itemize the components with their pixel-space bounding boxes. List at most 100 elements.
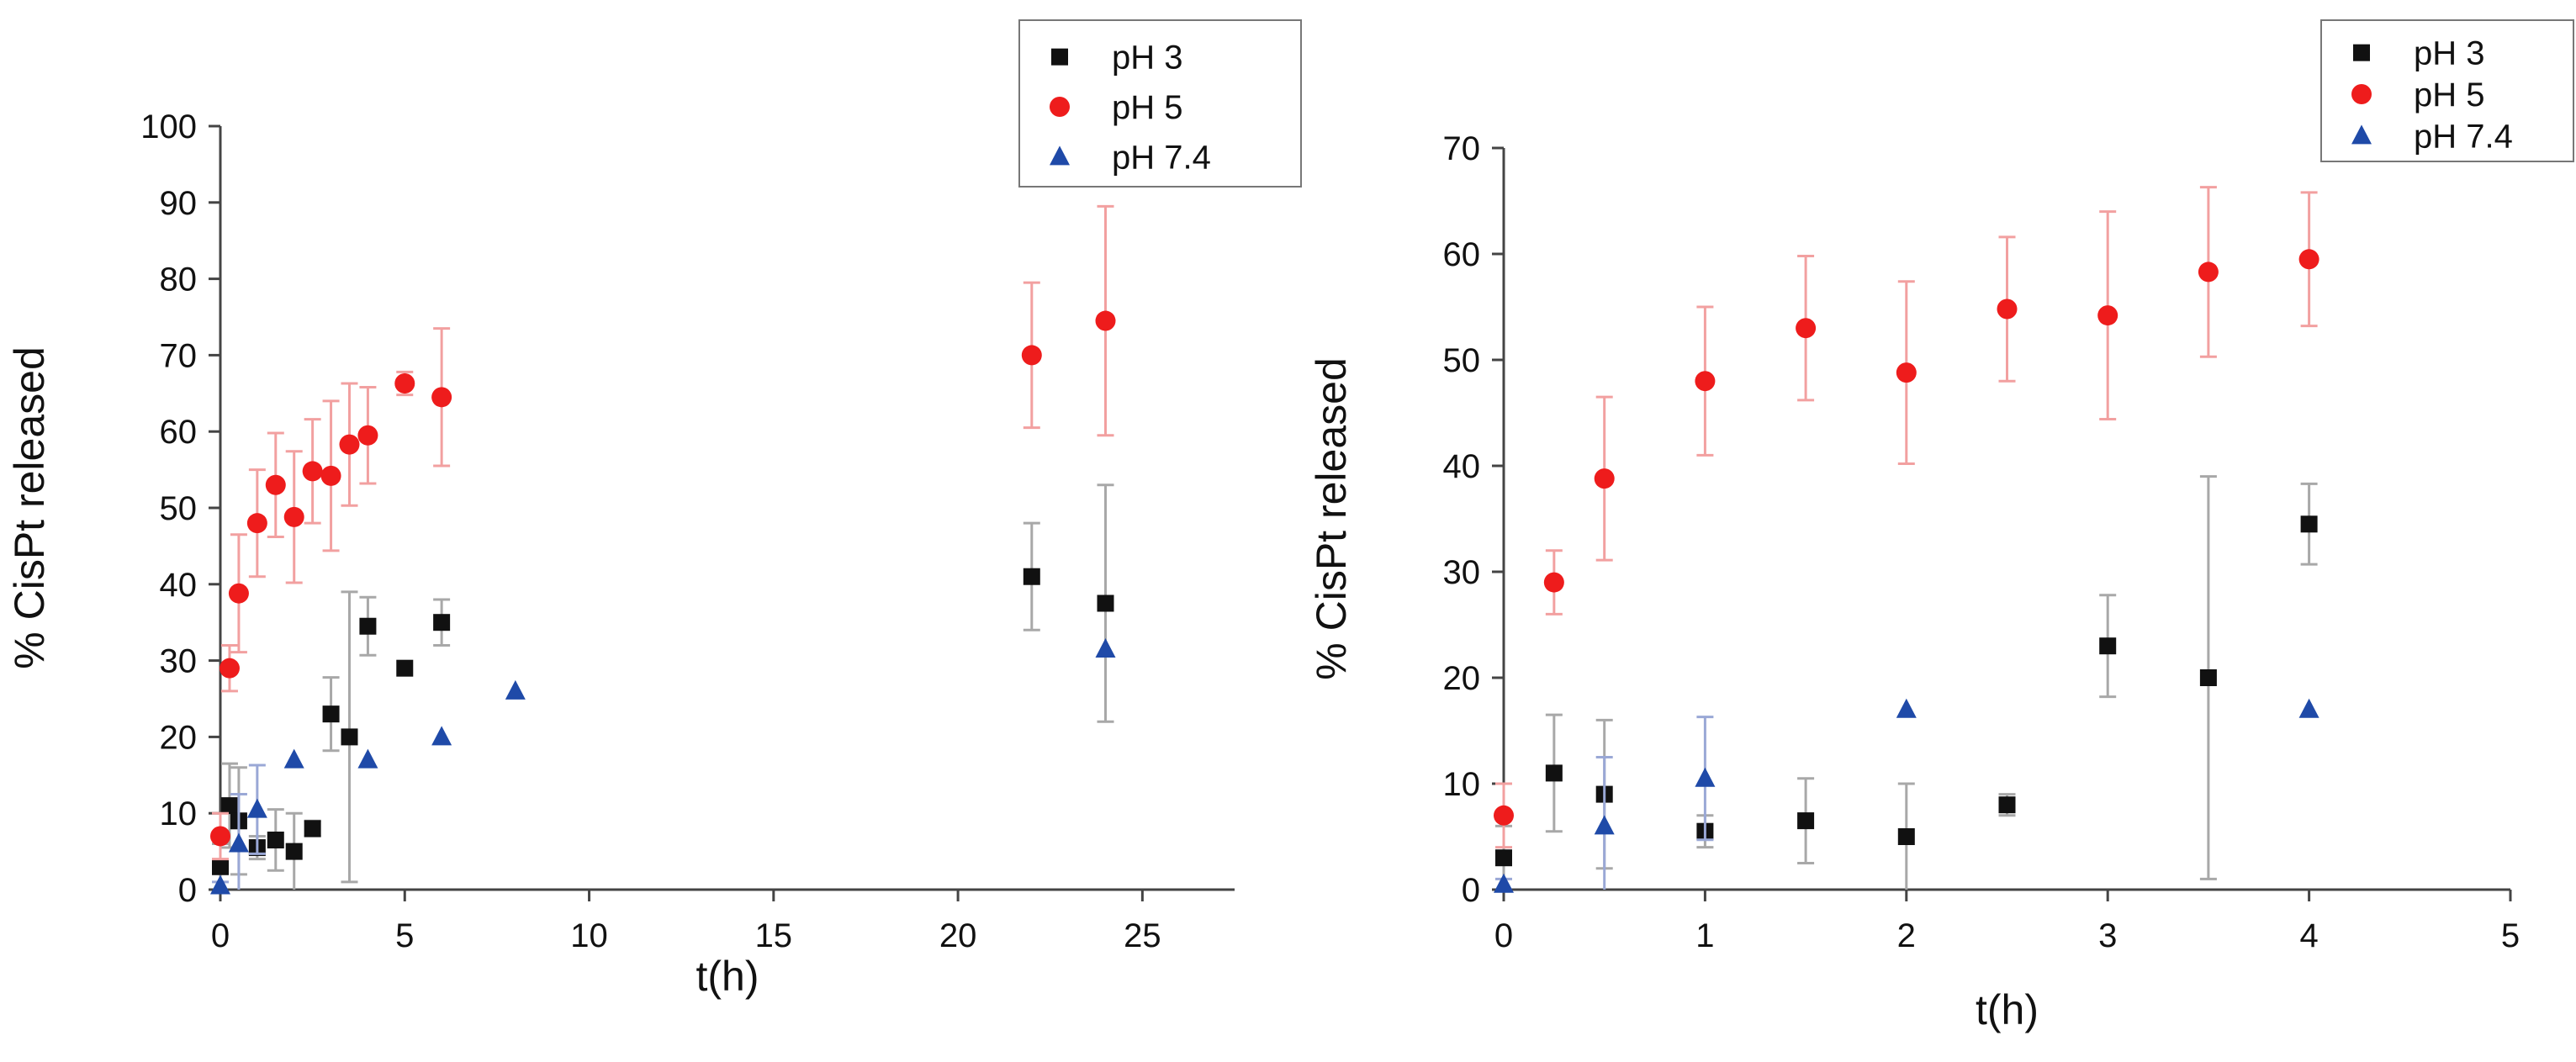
data-point <box>339 434 360 455</box>
data-point <box>1695 767 1716 787</box>
y-tick-label: 90 <box>160 185 198 222</box>
data-point <box>1494 873 1514 893</box>
y-tick-label: 10 <box>160 795 198 832</box>
data-point <box>2097 305 2118 326</box>
data-point <box>396 659 414 677</box>
legend-marker <box>2351 124 2372 145</box>
data-point <box>228 832 249 853</box>
x-tick-label: 15 <box>755 917 793 954</box>
data-point <box>505 679 526 700</box>
data-point <box>1594 815 1615 835</box>
data-point <box>320 465 341 486</box>
data-point <box>220 797 238 815</box>
data-point <box>1495 849 1512 867</box>
y-tick-label: 70 <box>160 337 198 374</box>
y-tick-label: 10 <box>1443 766 1481 803</box>
data-point <box>1545 764 1563 782</box>
legend-label: pH 3 <box>2414 35 2485 72</box>
data-point <box>219 658 240 679</box>
data-point <box>265 474 286 495</box>
data-point <box>2300 515 2318 533</box>
data-point <box>1021 345 1042 366</box>
data-point <box>210 874 230 895</box>
legend-marker <box>2353 44 2370 61</box>
y-axis-title: % CisPt released <box>1308 357 1355 680</box>
data-point <box>359 617 377 635</box>
y-tick-label: 60 <box>1443 236 1481 273</box>
legend: pH 3 pH 5 pH 7.4 <box>2320 19 2574 162</box>
legend-label: pH 5 <box>1112 89 1183 126</box>
x-axis-title: t(h) <box>1976 986 2039 1033</box>
chart-panel-2: 0 10 20 30 40 50 60 70 0 1 2 3 4 5 t(h) % CisPt release… <box>1308 19 2574 1033</box>
data-point <box>2198 262 2219 283</box>
y-axis-title: % CisPt released <box>6 346 53 669</box>
data-point <box>357 425 378 446</box>
data-point <box>304 820 321 837</box>
y-tick-label: 0 <box>178 872 197 909</box>
data-point <box>1896 362 1917 383</box>
legend-label: pH 7.4 <box>1112 139 1211 176</box>
y-tick-label: 30 <box>1443 554 1481 591</box>
data-point <box>212 858 229 875</box>
x-tick-label: 20 <box>939 917 977 954</box>
series-ph-7-4 <box>1494 698 2319 893</box>
data-point <box>1796 318 1817 339</box>
data-point <box>2199 669 2217 686</box>
data-point <box>1897 828 1915 845</box>
y-tick-label: 80 <box>160 262 198 299</box>
data-point <box>1896 698 1917 718</box>
chart-panel-1: 0 10 20 30 40 50 60 70 80 90 100 0 5 10 15 20 25 t(h) % Ci… <box>6 19 1302 1000</box>
data-point <box>341 728 358 746</box>
legend-label: pH 3 <box>1112 40 1183 77</box>
data-point <box>228 583 249 604</box>
legend-label: pH 7.4 <box>2414 118 2513 155</box>
y-tick-label: 60 <box>160 414 198 451</box>
y-tick-label: 40 <box>1443 448 1481 485</box>
data-point <box>1543 572 1564 593</box>
data-point <box>283 506 304 527</box>
data-point <box>1097 594 1114 612</box>
x-tick-label: 0 <box>211 917 230 954</box>
data-point <box>357 748 378 769</box>
data-point <box>1997 299 2018 320</box>
data-point <box>246 798 267 818</box>
legend-label: pH 5 <box>2414 77 2485 114</box>
x-tick-label: 5 <box>395 917 414 954</box>
y-tick-label: 0 <box>1462 872 1480 909</box>
data-point <box>431 726 452 746</box>
data-point <box>1594 468 1615 489</box>
y-tick-label: 40 <box>160 567 198 604</box>
series-ph-7-4 <box>210 637 1116 895</box>
series-ph-5 <box>210 204 1116 861</box>
data-point <box>246 513 267 534</box>
legend: pH 3 pH 5 pH 7.4 <box>1018 19 1302 188</box>
data-point <box>1695 371 1716 392</box>
x-tick-label: 4 <box>2299 917 2318 954</box>
data-point <box>2298 698 2319 718</box>
data-point <box>1494 805 1514 826</box>
data-point <box>1023 568 1040 585</box>
y-tick-label: 70 <box>1443 130 1481 167</box>
legend-marker <box>2351 84 2372 104</box>
data-point <box>322 705 340 723</box>
series-ph-5 <box>1494 186 2319 849</box>
x-tick-label: 25 <box>1124 917 1161 954</box>
x-tick-label: 0 <box>1494 917 1513 954</box>
legend-marker <box>1051 48 1068 66</box>
x-tick-label: 2 <box>1897 917 1916 954</box>
legend-marker <box>1050 97 1070 117</box>
y-tick-label: 20 <box>160 719 198 756</box>
data-point <box>1095 637 1116 658</box>
series-ph-3 <box>212 483 1114 890</box>
data-point <box>1998 796 2016 814</box>
y-tick-label: 100 <box>140 108 197 145</box>
y-tick-label: 50 <box>160 490 198 527</box>
data-point <box>210 826 230 847</box>
data-point <box>1797 812 1815 830</box>
data-point <box>2099 637 2117 655</box>
x-tick-label: 10 <box>570 917 608 954</box>
x-tick-label: 3 <box>2098 917 2117 954</box>
data-point <box>283 748 304 769</box>
series-ph-3 <box>1495 475 2318 890</box>
